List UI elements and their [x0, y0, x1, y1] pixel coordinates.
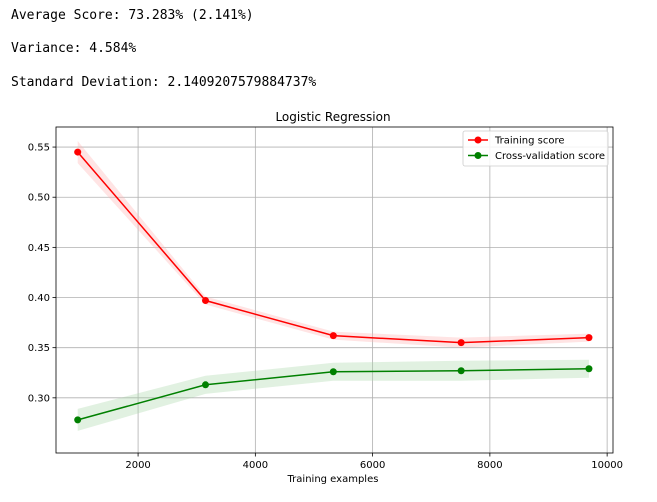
y-tick-label: 0.40: [28, 293, 50, 304]
cv-score-point: [74, 416, 82, 424]
training-score-point: [74, 148, 82, 156]
average-score-text: Average Score: 73.283% (2.141%): [11, 8, 254, 23]
y-tick-label: 0.35: [28, 343, 50, 354]
cv-score-point: [457, 367, 465, 375]
chart-title: Logistic Regression: [275, 110, 390, 124]
training-score-point: [329, 332, 337, 340]
x-tick-label: 6000: [360, 460, 385, 471]
cv-score-point: [585, 365, 593, 373]
x-tick-label: 8000: [477, 460, 502, 471]
cv-score-point: [329, 368, 337, 376]
variance-text: Variance: 4.584%: [11, 41, 137, 56]
training-score-point: [202, 297, 210, 305]
std-deviation-text: Standard Deviation: 2.1409207579884737%: [11, 75, 317, 90]
x-axis-label: Training examples: [287, 474, 379, 485]
cv-score-band: [77, 359, 589, 431]
y-tick-label: 0.50: [28, 193, 50, 204]
y-tick-label: 0.45: [28, 243, 50, 254]
y-tick-label: 0.55: [28, 143, 50, 154]
x-tick-label: 2000: [125, 460, 150, 471]
cv-legend-label: Cross-validation score: [495, 151, 605, 162]
training-score-band: [77, 141, 589, 348]
x-tick-label: 4000: [243, 460, 268, 471]
training-legend-marker: [474, 136, 482, 144]
y-tick-label: 0.30: [28, 393, 50, 404]
x-tick-label: 10000: [591, 460, 623, 471]
training-score-point: [457, 339, 465, 347]
cv-legend-marker: [474, 152, 482, 159]
legend: Training score Cross-validation score: [462, 130, 609, 167]
training-score-point: [585, 334, 593, 342]
legend-box: [462, 130, 609, 167]
cv-score-point: [202, 381, 210, 389]
plot-area-frame: [55, 126, 614, 454]
training-legend-label: Training score: [494, 136, 565, 147]
